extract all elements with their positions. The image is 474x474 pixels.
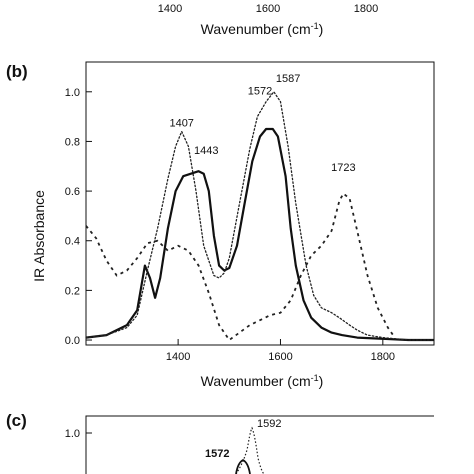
panel-c-label: (c)	[6, 411, 27, 430]
series-line-dashed	[85, 192, 394, 342]
panel-b-chart: (b) 0.0 0.2 0.4 0.6 0.8 1.0 1400 1600 1800 1407…	[6, 61, 435, 389]
x-tick-label: 1400	[166, 351, 190, 363]
panel-b-annotations: 1407 1443 1572 1587 1723	[169, 73, 355, 174]
panel-b-series-group	[85, 90, 435, 342]
x-tick-label: 1600	[268, 351, 292, 363]
peak-label: 1723	[331, 162, 355, 174]
panel-c-chart: (c) 1.0 1592 1572	[6, 411, 434, 474]
peak-label: 1443	[194, 145, 218, 157]
peak-label: 1572	[248, 85, 272, 97]
series-line-dotted	[85, 90, 435, 341]
x-tick-label: 1800	[371, 351, 395, 363]
panel-b-y-axis: 0.0 0.2 0.4 0.6 0.8 1.0	[65, 87, 92, 347]
y-tick-label: 0.2	[65, 285, 80, 297]
y-tick-label: 0.8	[65, 136, 80, 148]
peak-label: 1407	[169, 118, 193, 130]
panel-b-x-axis: 1400 1600 1800	[166, 339, 395, 363]
panel-c-dotted-series	[235, 426, 265, 474]
panel-c-peak-label: 1572	[205, 448, 229, 460]
panel-a-x-tick-label: 1400	[158, 3, 182, 15]
panel-a-x-tick-label: 1600	[256, 3, 280, 15]
panel-b-x-axis-title: Wavenumber (cm-1)	[201, 373, 324, 389]
panel-b-plot-frame	[85, 61, 435, 346]
panel-b-y-axis-title: IR Absorbance	[31, 190, 47, 282]
panel-a-x-tick-label: 1800	[354, 3, 378, 15]
y-tick-label: 0.0	[65, 335, 80, 347]
panel-c-solid-series	[235, 458, 251, 474]
panel-c-peak-label: 1592	[257, 418, 281, 430]
panel-b-label: (b)	[6, 62, 28, 81]
y-tick-label: 0.4	[65, 236, 80, 248]
series-line-solid	[85, 127, 434, 342]
panel-c-y-tick-label: 1.0	[65, 428, 80, 440]
y-tick-label: 1.0	[65, 87, 80, 99]
panel-a-fragment: 1400 1600 1800 Wavenumber (cm-1)	[158, 3, 378, 37]
panel-c-plot-frame	[85, 415, 434, 474]
y-tick-label: 0.6	[65, 186, 80, 198]
peak-label: 1587	[276, 73, 300, 85]
panel-a-x-axis-title: Wavenumber (cm-1)	[201, 21, 324, 37]
